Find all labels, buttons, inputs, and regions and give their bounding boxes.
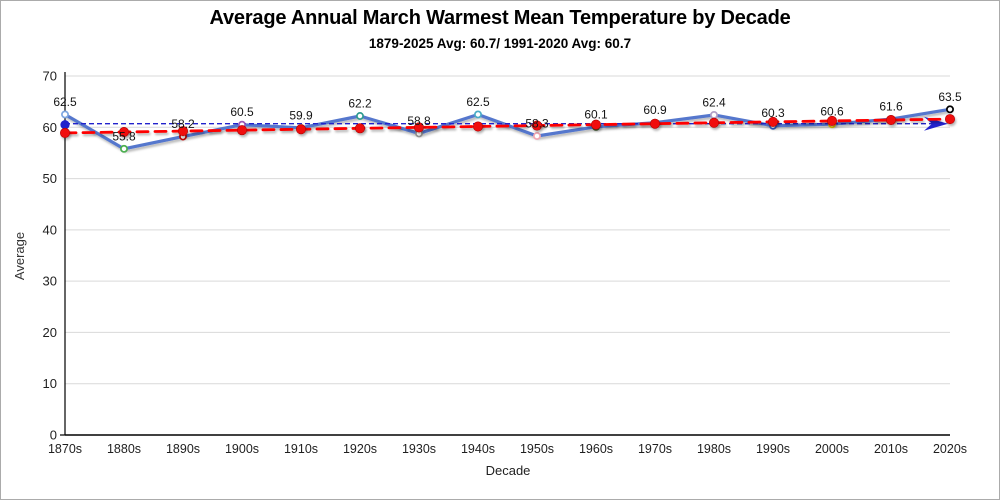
data-point-marker [710, 111, 718, 119]
trend-dot [767, 116, 778, 127]
trend-dot [708, 117, 719, 128]
data-point-label: 59.9 [289, 108, 313, 122]
x-tick-label: 1960s [579, 442, 613, 456]
trend-dot [237, 125, 248, 136]
chart-subtitle: 1879-2025 Avg: 60.7/ 1991-2020 Avg: 60.7 [368, 36, 632, 51]
data-point-label: 62.5 [466, 95, 490, 109]
y-tick-label: 60 [43, 120, 57, 135]
chart-title: Average Annual March Warmest Mean Temper… [209, 7, 791, 29]
x-tick-label: 1990s [756, 442, 790, 456]
data-point-marker [946, 105, 954, 114]
trend-dot [531, 120, 542, 131]
trend-dot [178, 126, 189, 137]
trend-dot [472, 121, 483, 132]
series [59, 105, 955, 153]
trend-dot [944, 114, 955, 125]
data-point-label: 60.9 [643, 103, 667, 117]
trend-dot [590, 119, 601, 130]
trend-dot [295, 124, 306, 135]
y-tick-label: 20 [43, 325, 57, 340]
trend-dot [119, 127, 130, 138]
y-tick-label: 30 [43, 274, 57, 289]
x-tick-label: 1910s [284, 442, 318, 456]
y-tick-label: 0 [50, 428, 57, 443]
gridlines [65, 75, 950, 385]
x-tick-label: 1930s [402, 442, 436, 456]
data-point-label: 60.1 [584, 107, 608, 121]
x-tick-label: 1980s [697, 442, 731, 456]
trend-line [63, 117, 952, 135]
data-point-label: 60.6 [820, 105, 844, 119]
temperature-line [63, 107, 952, 151]
x-tick-label: 2000s [815, 442, 849, 456]
x-tick-label: 1880s [107, 442, 141, 456]
average-reference-start-dot [60, 120, 70, 130]
trend-dot [354, 123, 365, 134]
data-point-label: 60.3 [761, 106, 785, 120]
data-point-marker [120, 144, 128, 153]
data-point-label: 58.8 [407, 114, 431, 128]
x-tick-label: 2010s [874, 442, 908, 456]
data-point-marker [356, 112, 364, 120]
x-tick-label: 1870s [48, 442, 82, 456]
trend-dot [885, 115, 896, 126]
y-tick-label: 10 [43, 376, 57, 391]
trend-dot [649, 118, 660, 129]
x-tick-label: 1920s [343, 442, 377, 456]
y-tick-label: 50 [43, 171, 57, 186]
data-point-label: 55.8 [112, 129, 136, 143]
data-point-label: 61.6 [879, 100, 903, 114]
y-tick-label: 40 [43, 222, 57, 237]
data-point-label: 58.2 [171, 117, 195, 131]
data-point-label: 60.5 [230, 105, 254, 119]
y-tick-label: 70 [43, 69, 57, 84]
data-point-label: 62.2 [348, 97, 372, 111]
x-tick-label: 1970s [638, 442, 672, 456]
data-point-marker [474, 110, 482, 119]
data-point-label: 62.4 [702, 95, 726, 109]
data-point-label: 62.5 [53, 95, 77, 109]
x-tick-label: 1940s [461, 442, 495, 456]
trend-dot [413, 122, 424, 133]
x-tick-label: 1890s [166, 442, 200, 456]
data-point-marker [533, 132, 541, 140]
data-point-label: 63.5 [938, 90, 962, 104]
trend-dot [59, 127, 70, 138]
y-axis-title: Average [12, 232, 27, 280]
labels: 0 10 20 30 40 50 60 70 1870s 1880s 1890s 1900s 1910s… [43, 69, 968, 457]
x-tick-label: 1900s [225, 442, 259, 456]
trend-dot [826, 115, 837, 126]
x-axis-title: Decade [486, 463, 531, 478]
x-tick-label: 2020s [933, 442, 967, 456]
data-point-marker [61, 110, 69, 119]
data-point-label: 58.3 [525, 117, 549, 131]
x-tick-label: 1950s [520, 442, 554, 456]
